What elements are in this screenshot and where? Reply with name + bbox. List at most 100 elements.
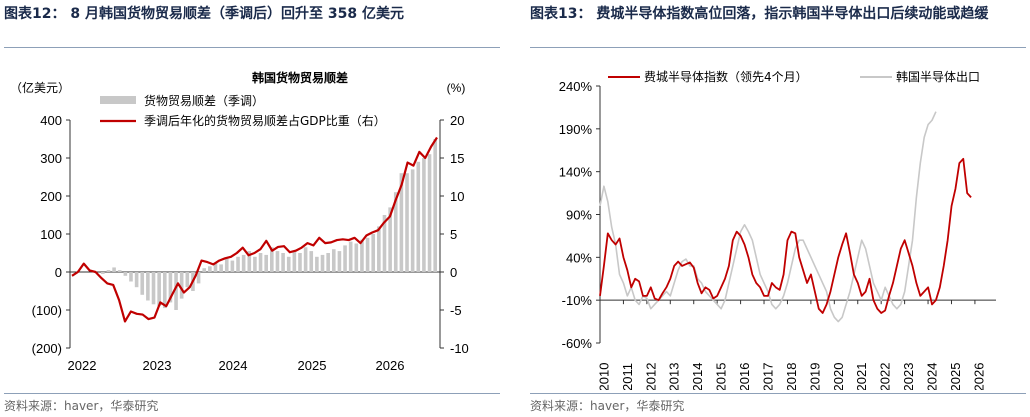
trade-balance-bar	[258, 253, 263, 272]
right-tick-label: -5	[450, 303, 462, 318]
trade-balance-bar	[247, 251, 252, 272]
trade-balance-bar	[185, 272, 190, 288]
trade-balance-bar	[264, 254, 268, 272]
left-tick-label: 0	[55, 265, 62, 280]
left-tick-label: 400	[40, 113, 62, 128]
y-tick-label: 240%	[559, 79, 593, 94]
trade-balance-bar	[224, 258, 229, 272]
x-tick-label: 2021	[854, 363, 869, 390]
trade-balance-bar	[151, 272, 156, 305]
korea-chip-exports-line	[599, 111, 937, 323]
trade-balance-bar	[422, 158, 426, 272]
trade-balance-bar	[101, 272, 105, 274]
y-tick-label: 90%	[566, 208, 592, 223]
trade-balance-bar	[230, 260, 235, 272]
trade-balance-bar	[427, 154, 432, 272]
trade-balance-bar	[331, 249, 336, 272]
left-tick-label: (100)	[32, 303, 62, 318]
source-note-right: 资料来源：haver，华泰研究	[530, 399, 685, 413]
left-tick-label: (200)	[32, 341, 62, 356]
source-rule-right	[530, 393, 1026, 394]
right-tick-label: 20	[450, 113, 464, 128]
trade-balance-bar	[292, 251, 297, 272]
trade-balance-bar	[146, 272, 150, 301]
x-tick-label: 2012	[643, 363, 658, 390]
y-tick-label: -10%	[562, 293, 593, 308]
trade-balance-bar	[433, 139, 437, 272]
chart-title: 韩国货物贸易顺差	[252, 70, 348, 85]
figure-13-title: 图表13： 费城半导体指数高位回落，指示韩国半导体出口后续动能或趋缓	[530, 6, 989, 22]
trade-balance-bar	[219, 264, 223, 272]
trade-balance-bar	[213, 262, 218, 272]
semiconductor-chart: 240% 190% 140% 90% 40% -10% -60%2010 2011 2012 20…	[559, 69, 996, 390]
x-tick-label: 2022	[68, 358, 97, 373]
y-tick-label: 140%	[559, 165, 593, 180]
trade-balance-bar	[174, 272, 178, 310]
trade-balance-bar	[326, 253, 330, 272]
x-tick-label: 2011	[620, 363, 635, 390]
trade-balance-bar	[202, 268, 207, 272]
trade-balance-bar	[236, 256, 240, 272]
left-tick-label: 200	[40, 189, 62, 204]
trade-balance-bar	[253, 256, 257, 272]
trade-balance-bar	[168, 272, 173, 303]
trade-balance-bar	[393, 192, 398, 272]
trade-balance-bar	[281, 253, 285, 272]
trade-balance-bar	[343, 245, 347, 272]
x-tick-label: 2023	[143, 358, 172, 373]
legend-label-exports: 韩国半导体出口	[896, 69, 980, 84]
trade-balance-bar	[134, 272, 139, 288]
source-rule-left	[4, 393, 500, 394]
trade-balance-bar	[399, 173, 404, 272]
trade-balance-bar	[129, 272, 133, 282]
right-tick-label: 10	[450, 189, 464, 204]
trade-balance-bar	[208, 266, 212, 272]
x-tick-label: 2013	[667, 363, 682, 390]
x-tick-label: 2015	[714, 363, 729, 390]
figure-12-title: 图表12： 8 月韩国货物贸易顺差（季调后）回升至 358 亿美元	[4, 6, 404, 22]
y-tick-label: -60%	[562, 336, 593, 351]
trade-balance-chart: 韩国货物贸易顺差 （亿美元） (%) 400 300 200 100 0 (100) (200) 2…	[10, 70, 469, 373]
y-tick-label: 190%	[559, 122, 593, 137]
x-tick-label: 2018	[784, 363, 799, 390]
trade-balance-bar	[315, 256, 319, 272]
trade-balance-bar	[270, 247, 274, 272]
trade-balance-bar	[106, 270, 111, 272]
x-tick-label: 2025	[948, 363, 963, 390]
trade-balance-bar	[388, 207, 392, 272]
trade-balance-bar	[365, 237, 370, 272]
trade-balance-bar	[354, 243, 359, 272]
x-tick-label: 2025	[298, 358, 327, 373]
trade-balance-bar	[123, 272, 128, 276]
x-tick-label: 2024	[219, 358, 248, 373]
legend-swatch-bar	[100, 96, 136, 104]
trade-balance-bar	[320, 254, 325, 272]
trade-balance-bar	[348, 241, 353, 272]
trade-balance-bar	[112, 267, 116, 272]
x-tick-label: 2020	[831, 363, 846, 390]
left-axis-unit: （亿美元）	[10, 80, 70, 95]
title-rule-left	[4, 47, 500, 48]
left-tick-label: 100	[40, 227, 62, 242]
x-tick-label: 2026	[376, 358, 405, 373]
right-tick-label: 15	[450, 151, 464, 166]
x-tick-label: 2023	[901, 363, 916, 390]
x-tick-label: 2022	[878, 363, 893, 390]
x-tick-label: 2024	[924, 363, 939, 390]
legend-label-line: 季调后年化的货物贸易顺差占GDP比重（右）	[144, 113, 386, 128]
trade-balance-bar	[275, 251, 280, 272]
trade-balance-bar	[241, 254, 246, 272]
trade-balance-bar	[337, 251, 342, 272]
trade-balance-bar	[377, 226, 381, 272]
trade-balance-bar	[157, 272, 161, 307]
source-note-left: 资料来源：haver，华泰研究	[4, 399, 159, 413]
trade-balance-bar	[140, 272, 145, 295]
right-axis-unit: (%)	[447, 81, 466, 95]
trade-balance-bar	[405, 173, 409, 272]
trade-balance-bar	[298, 253, 302, 272]
title-rule-right	[530, 47, 1026, 48]
sox-index-line	[599, 157, 972, 314]
x-tick-label: 2014	[690, 363, 705, 390]
trade-balance-bar	[196, 272, 201, 284]
left-tick-label: 300	[40, 151, 62, 166]
